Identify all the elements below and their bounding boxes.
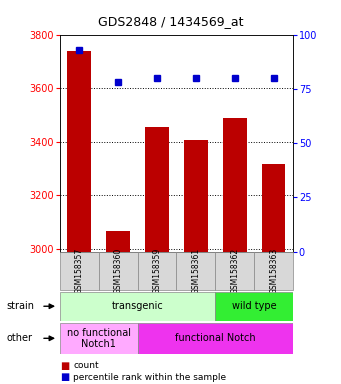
- Text: GSM158361: GSM158361: [191, 248, 201, 294]
- Text: wild type: wild type: [232, 301, 277, 311]
- Text: percentile rank within the sample: percentile rank within the sample: [73, 372, 226, 382]
- Bar: [216, 292, 293, 321]
- Bar: [99, 252, 137, 290]
- Bar: [262, 164, 285, 252]
- Text: GSM158360: GSM158360: [114, 248, 122, 294]
- Text: other: other: [7, 333, 33, 343]
- Text: GSM158359: GSM158359: [152, 248, 162, 294]
- Bar: [216, 252, 254, 290]
- Text: count: count: [73, 361, 99, 370]
- Text: GSM158363: GSM158363: [269, 248, 278, 294]
- Text: no functional
Notch1: no functional Notch1: [66, 328, 131, 349]
- Bar: [254, 252, 293, 290]
- Text: strain: strain: [7, 301, 35, 311]
- Bar: [60, 323, 137, 354]
- Bar: [137, 252, 177, 290]
- Text: ■: ■: [60, 361, 69, 371]
- Text: functional Notch: functional Notch: [175, 333, 256, 343]
- Text: ■: ■: [60, 372, 69, 382]
- Bar: [60, 252, 99, 290]
- Text: GSM158357: GSM158357: [75, 248, 84, 294]
- Text: transgenic: transgenic: [112, 301, 163, 311]
- Text: GDS2848 / 1434569_at: GDS2848 / 1434569_at: [98, 15, 243, 28]
- Bar: [145, 127, 169, 252]
- Text: GSM158362: GSM158362: [231, 248, 239, 294]
- Bar: [137, 323, 293, 354]
- Bar: [177, 252, 216, 290]
- Bar: [106, 232, 130, 252]
- Bar: [184, 141, 208, 252]
- Bar: [223, 118, 247, 252]
- Bar: [68, 51, 91, 252]
- Bar: [60, 292, 216, 321]
